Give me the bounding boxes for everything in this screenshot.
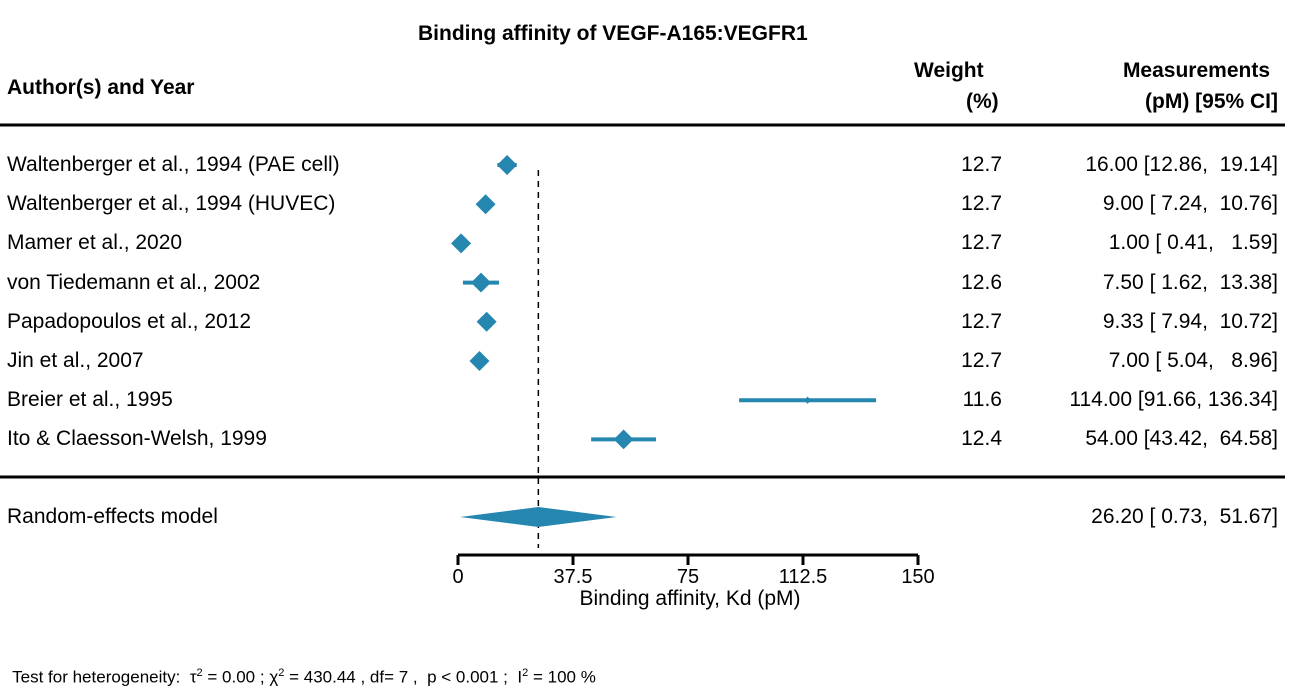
study-weight: 12.7 [961,192,1002,216]
study-weight: 12.4 [961,427,1002,451]
study-label: von Tiedemann et al., 2002 [7,270,261,294]
x-tick-label: 37.5 [554,566,593,588]
study-label: Ito & Claesson-Welsh, 1999 [7,427,267,451]
point-estimate-marker [497,155,518,175]
study-weight: 12.7 [961,309,1002,333]
study-measurement: 9.33 [ 7.94, 10.72] [1102,309,1278,333]
x-axis-label: Binding affinity, Kd (pM) [580,587,801,610]
study-measurement: 1.00 [ 0.41, 1.59] [1108,231,1278,255]
chi-symbol: χ [269,667,279,687]
study-weight: 11.6 [962,388,1002,412]
i-symbol: I [517,667,523,687]
tau-symbol: τ [189,667,197,687]
heterogeneity-text: Test for heterogeneity: τ2 = 0.00 ; χ2 =… [3,647,596,688]
heterogeneity-prefix: Test for heterogeneity: [12,667,181,687]
point-estimate-marker [613,429,634,450]
x-axis: 0 37.5 75 112.5 150 Binding affinity, Kd (pM) [452,553,935,610]
study-column-header: Author(s) and Year [7,76,195,99]
pooled-diamond [460,507,617,527]
study-label: Breier et al., 1995 [7,388,173,412]
point-estimate-marker [476,311,497,332]
study-label: Waltenberger et al., 1994 (PAE cell) [7,153,340,176]
study-label: Waltenberger et al., 1994 (HUVEC) [7,192,336,216]
chi-superscript: 2 [278,667,285,679]
study-measurement: 9.00 [ 7.24, 10.76] [1102,192,1278,216]
measurements-column-header: Measurements [1122,59,1270,82]
chi-value: = 430.44 , df= 7 , p < 0.001 ; [284,667,508,687]
x-tick-label: 150 [901,566,934,588]
study-label: Mamer et al., 2020 [7,231,183,255]
study-weight: 12.7 [961,349,1002,372]
x-tick-label: 0 [452,566,463,588]
point-estimate-marker [451,233,472,254]
study-label: Jin et al., 2007 [7,349,144,372]
pooled-measurement: 26.20 [ 0.73, 51.67] [1091,505,1278,528]
x-tick-label: 75 [677,566,699,588]
tau-value: = 0.00 ; [202,667,265,687]
study-measurement: 16.00 [12.86, 19.14] [1085,153,1278,176]
pooled-label: Random-effects model [7,505,218,528]
i-value: = 100 % [528,667,596,687]
study-measurement: 7.50 [ 1.62, 13.38] [1102,270,1278,294]
study-label: Papadopoulos et al., 2012 [7,309,252,333]
study-weight: 12.7 [961,153,1002,176]
chart-title: Binding affinity of VEGF-A165:VEGFR1 [418,22,808,45]
point-estimate-marker [804,396,812,404]
weight-column-header: Weight [914,59,984,82]
weight-column-unit: (%) [966,90,999,113]
tau-superscript: 2 [196,667,203,679]
study-measurement: 54.00 [43.42, 64.58] [1085,427,1278,451]
i-superscript: 2 [522,667,529,679]
point-estimate-marker [469,351,490,371]
x-tick-label: 112.5 [779,566,828,588]
point-estimate-marker [471,272,491,293]
study-measurement: 7.00 [ 5.04, 8.96] [1108,349,1278,372]
point-estimate-marker [475,194,496,215]
measurements-column-unit: (pM) [95% CI] [1145,90,1278,113]
study-weight: 12.7 [961,231,1002,255]
study-weight: 12.6 [961,270,1002,294]
study-measurement: 114.00 [91.66, 136.34] [1069,388,1278,412]
